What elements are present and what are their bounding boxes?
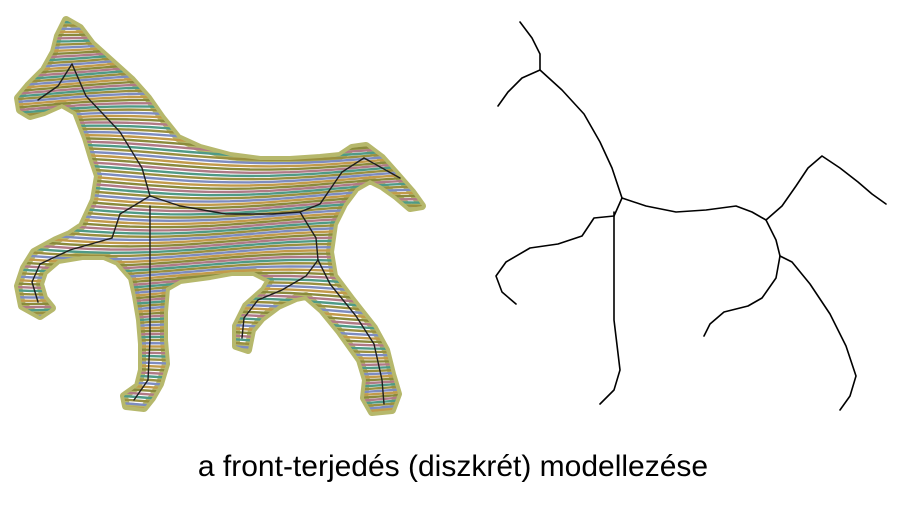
contour-band <box>18 20 422 21</box>
contour-band <box>18 293 422 309</box>
skeleton-tail-branch <box>765 155 887 221</box>
contour-band <box>18 297 422 312</box>
figure-caption: a front-terjedés (diszkrét) modellezése <box>197 450 709 483</box>
skeleton-hind-leg-right <box>779 255 857 411</box>
contour-band <box>10 4 430 16</box>
left-skeleton-hind-leg-a <box>241 211 319 339</box>
left-horse-panel <box>10 4 430 426</box>
contour-band <box>10 414 430 426</box>
left-skeleton-neck <box>71 63 151 197</box>
contour-band <box>18 287 422 303</box>
skeleton-neck-branch <box>539 69 623 199</box>
contour-band <box>18 121 422 136</box>
contour-band <box>18 277 422 293</box>
contour-band <box>18 20 422 27</box>
contour-band <box>18 127 422 143</box>
left-skeleton-front-leg-a <box>31 195 151 303</box>
skeleton-front-leg-right <box>599 211 621 405</box>
left-skeleton-front-leg-b <box>133 205 151 401</box>
contour-band <box>18 409 422 412</box>
left-skeleton-hind-leg-b <box>317 259 385 405</box>
skeleton-back-branch <box>621 197 767 221</box>
contour-band <box>18 124 422 139</box>
contour-band <box>18 300 422 315</box>
skeleton-hind-leg-left <box>703 219 781 337</box>
contour-band <box>18 284 422 299</box>
left-skeleton-lines <box>31 63 401 405</box>
skeleton-head-branch <box>497 21 541 107</box>
contour-band <box>18 281 422 296</box>
contour-band <box>18 114 422 130</box>
contour-band <box>18 290 422 306</box>
skeleton-front-leg-left <box>495 197 623 305</box>
left-skeleton-head <box>37 63 73 101</box>
right-skeleton-panel <box>495 21 887 411</box>
contour-band <box>18 117 422 133</box>
